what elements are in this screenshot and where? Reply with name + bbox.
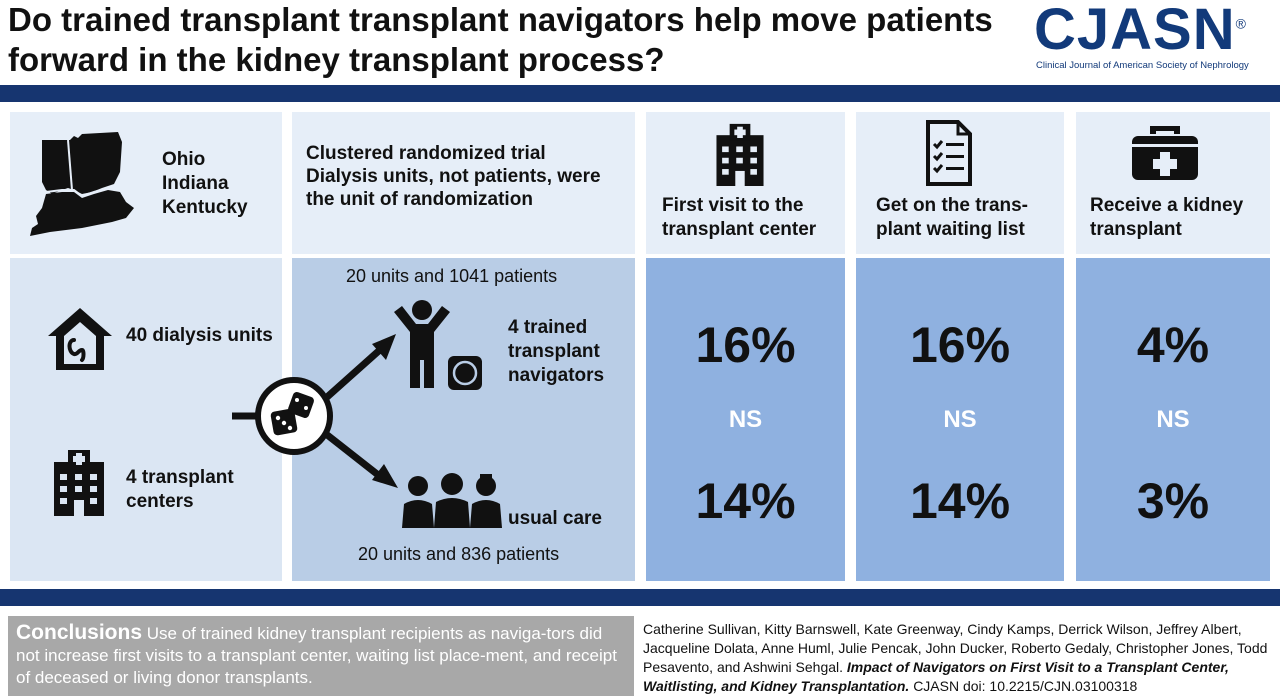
state-ohio: Ohio (162, 149, 206, 170)
outcome-header-1: First visit to the transplant center (662, 195, 817, 240)
logo-subtitle: Clinical Journal of American Society of … (1036, 60, 1249, 71)
hospital-icon (54, 450, 104, 516)
outcome-1-navigator-value: 16% (695, 317, 796, 373)
page-title: Do trained transplant transplant navigat… (8, 1, 993, 78)
outcome-header-3: Receive a kidney transplant (1090, 195, 1244, 240)
arms-panel: 20 units and 1041 patients 4 trained tra… (292, 258, 635, 581)
design-text: Clustered randomized trial Dialysis unit… (306, 142, 601, 211)
citation-doi: CJASN doi: 10.2215/CJN.03100318 (913, 678, 1138, 694)
outcome-header-panel-2: Get on the trans-plant waiting list (856, 112, 1064, 254)
design-panel: Clustered randomized trial Dialysis unit… (292, 112, 635, 254)
outcome-results-panel-1: 16% NS 14% (646, 258, 845, 581)
registered-mark: ® (1235, 15, 1247, 32)
outcome-2-navigator-value: 16% (909, 317, 1011, 373)
design-line-2: Dialysis units, not patients, were (306, 166, 601, 187)
transplant-centers-label: 4 transplant centers (126, 467, 234, 512)
navigator-person-icon (394, 300, 482, 390)
dialysis-units-label: 40 dialysis units (126, 325, 273, 346)
outcome-2-usual-value: 14% (909, 473, 1011, 529)
navigator-arm-label: 4 trained transplant navigators (508, 317, 605, 386)
citation: Catherine Sullivan, Kitty Barnswell, Kat… (643, 620, 1273, 696)
usual-care-label: usual care (508, 508, 602, 529)
journal-logo: CJASN® Clinical Journal of American Soci… (1028, 0, 1280, 71)
citation-article-title: Impact of Navigators on First Visit to a… (643, 659, 1229, 694)
organ-cooler-icon (1132, 126, 1198, 180)
conclusions-heading: Conclusions (16, 621, 143, 644)
region-panel: Ohio Indiana Kentucky (10, 112, 282, 254)
outcome-3-significance: NS (1156, 406, 1190, 433)
outcome-header-panel-1: First visit to the transplant center (646, 112, 845, 254)
states-map-icon (30, 132, 134, 236)
hospital-icon (716, 123, 764, 186)
outcome-3-usual-value: 3% (1136, 473, 1210, 529)
outcome-1-usual-value: 14% (695, 473, 796, 529)
navigator-arm-count: 20 units and 1041 patients (346, 266, 558, 286)
conclusions-box: Conclusions Use of trained kidney transp… (8, 616, 634, 696)
logo-word: CJASN (1034, 0, 1236, 62)
outcome-3-navigator-value: 4% (1136, 317, 1210, 373)
dialysis-unit-house-icon (48, 308, 112, 370)
outcome-header-panel-3: Receive a kidney transplant (1076, 112, 1270, 254)
design-line-3: the unit of randomization (306, 189, 533, 210)
checklist-icon (926, 120, 972, 186)
outcome-1-significance: NS (728, 406, 763, 433)
citation-authors: Catherine Sullivan, Kitty Barnswell, Kat… (643, 621, 1268, 675)
state-kentucky: Kentucky (162, 197, 248, 218)
design-line-1: Clustered randomized trial (306, 143, 546, 164)
state-indiana: Indiana (162, 173, 229, 194)
bottom-divider-band (0, 589, 1280, 606)
outcome-header-2: Get on the trans-plant waiting list (876, 195, 1029, 240)
outcome-results-panel-3: 4% NS 3% (1076, 258, 1270, 581)
conclusions-text: Use of trained kidney transplant recipie… (16, 624, 617, 687)
dice-icon (270, 392, 314, 436)
states-list: Ohio Indiana Kentucky (162, 148, 248, 220)
usual-care-staff-icon (402, 473, 502, 528)
outcome-results-panel-2: 16% NS 14% (856, 258, 1064, 581)
usual-care-arm-count: 20 units and 836 patients (358, 544, 560, 564)
outcome-2-significance: NS (943, 406, 977, 433)
top-divider-band (0, 85, 1280, 102)
